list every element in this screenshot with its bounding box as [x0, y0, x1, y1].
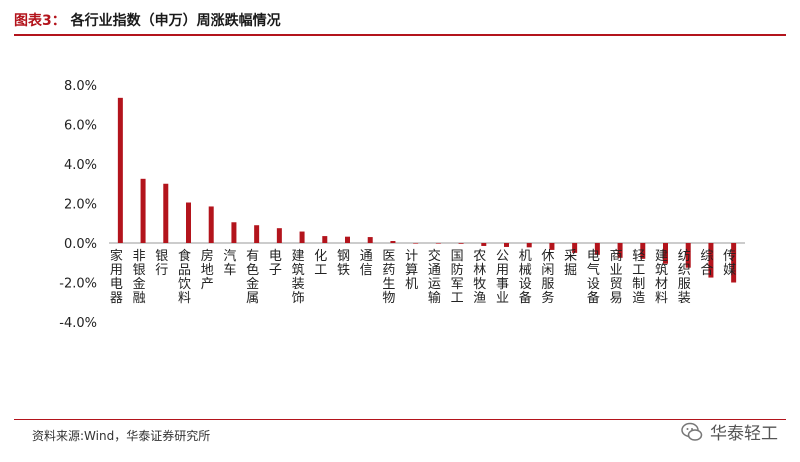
bar: [708, 243, 714, 278]
x-tick-label: 汽车: [223, 249, 236, 278]
x-tick-label: 机械设备: [519, 249, 532, 306]
wechat-icon: [681, 422, 703, 441]
x-tick-label: 非银金融: [133, 249, 146, 306]
x-tick-label: 银行: [155, 249, 168, 278]
x-tick-label: 纺织服装: [678, 249, 691, 306]
watermark-text: 华泰轻工: [710, 424, 778, 444]
bar: [685, 243, 691, 268]
x-tick-label: 传媒: [723, 249, 736, 278]
bar: [140, 178, 146, 243]
chart-title: 图表3： 各行业指数（申万）周涨跌幅情况: [14, 10, 281, 30]
bar: [731, 243, 737, 283]
bar: [117, 97, 123, 244]
y-tick-label: 0.0%: [64, 237, 97, 252]
x-tick-label: 交通运输: [428, 248, 441, 306]
bar: [526, 243, 532, 248]
x-tick-label: 医药生物: [382, 249, 395, 306]
bar: [322, 236, 328, 243]
bar: [276, 228, 282, 243]
bar: [458, 243, 464, 244]
x-tick-label: 轻工制造: [632, 249, 645, 306]
x-tick-label: 公用事业: [496, 249, 509, 306]
bar: [413, 243, 419, 244]
x-tick-label: 国防军工: [451, 249, 464, 306]
y-tick-label: -4.0%: [59, 316, 97, 331]
bar: [435, 243, 441, 244]
x-tick-label: 化工: [314, 249, 327, 278]
bar: [345, 236, 350, 243]
bar: [208, 206, 214, 243]
bar: [231, 222, 237, 243]
y-tick-label: -2.0%: [59, 277, 97, 292]
figure-label: 图表3：: [14, 13, 66, 29]
bar: [367, 237, 373, 243]
top-divider: [14, 34, 786, 36]
bar: [299, 231, 305, 243]
x-tick-label: 有色金属: [246, 249, 259, 306]
figure-title: 各行业指数（申万）周涨跌幅情况: [70, 13, 281, 29]
x-tick-label: 综合: [700, 249, 713, 278]
x-tick-label: 食品饮料: [178, 248, 191, 306]
x-tick-label: 计算机: [405, 249, 418, 292]
bar: [504, 243, 509, 247]
x-tick-label: 休闲服务: [541, 249, 554, 306]
x-tick-label: 建筑材料: [655, 249, 668, 306]
x-tick-label: 房地产: [201, 248, 214, 292]
x-tick-label: 钢铁: [337, 249, 350, 278]
source-note: 资料来源:Wind，华泰证券研究所: [32, 429, 211, 443]
x-tick-label: 通信: [360, 249, 373, 278]
x-tick-label: 电子: [269, 249, 282, 278]
x-tick-label: 电气设备: [587, 249, 600, 306]
y-tick-label: 2.0%: [64, 198, 97, 213]
x-tick-label: 农林牧渔: [473, 249, 486, 306]
y-tick-label: 8.0%: [64, 79, 97, 94]
x-tick-label: 家用电器: [110, 248, 123, 306]
bar: [663, 243, 668, 264]
x-tick-label: 商业贸易: [610, 249, 623, 306]
y-tick-label: 4.0%: [64, 158, 97, 173]
y-tick-label: 6.0%: [64, 119, 97, 134]
bar: [163, 183, 169, 243]
bar: [640, 243, 646, 259]
bar: [186, 202, 191, 243]
bar: [481, 243, 487, 246]
bar: [549, 243, 555, 250]
bar: [572, 243, 578, 253]
bar: [254, 225, 260, 243]
watermark: 华泰轻工: [680, 419, 778, 444]
bottom-divider: [14, 419, 786, 420]
x-tick-label: 建筑装饰: [292, 249, 305, 306]
bar: [617, 243, 623, 258]
bar: [594, 243, 600, 255]
x-tick-label: 采掘: [564, 249, 577, 278]
bar: [390, 241, 396, 243]
